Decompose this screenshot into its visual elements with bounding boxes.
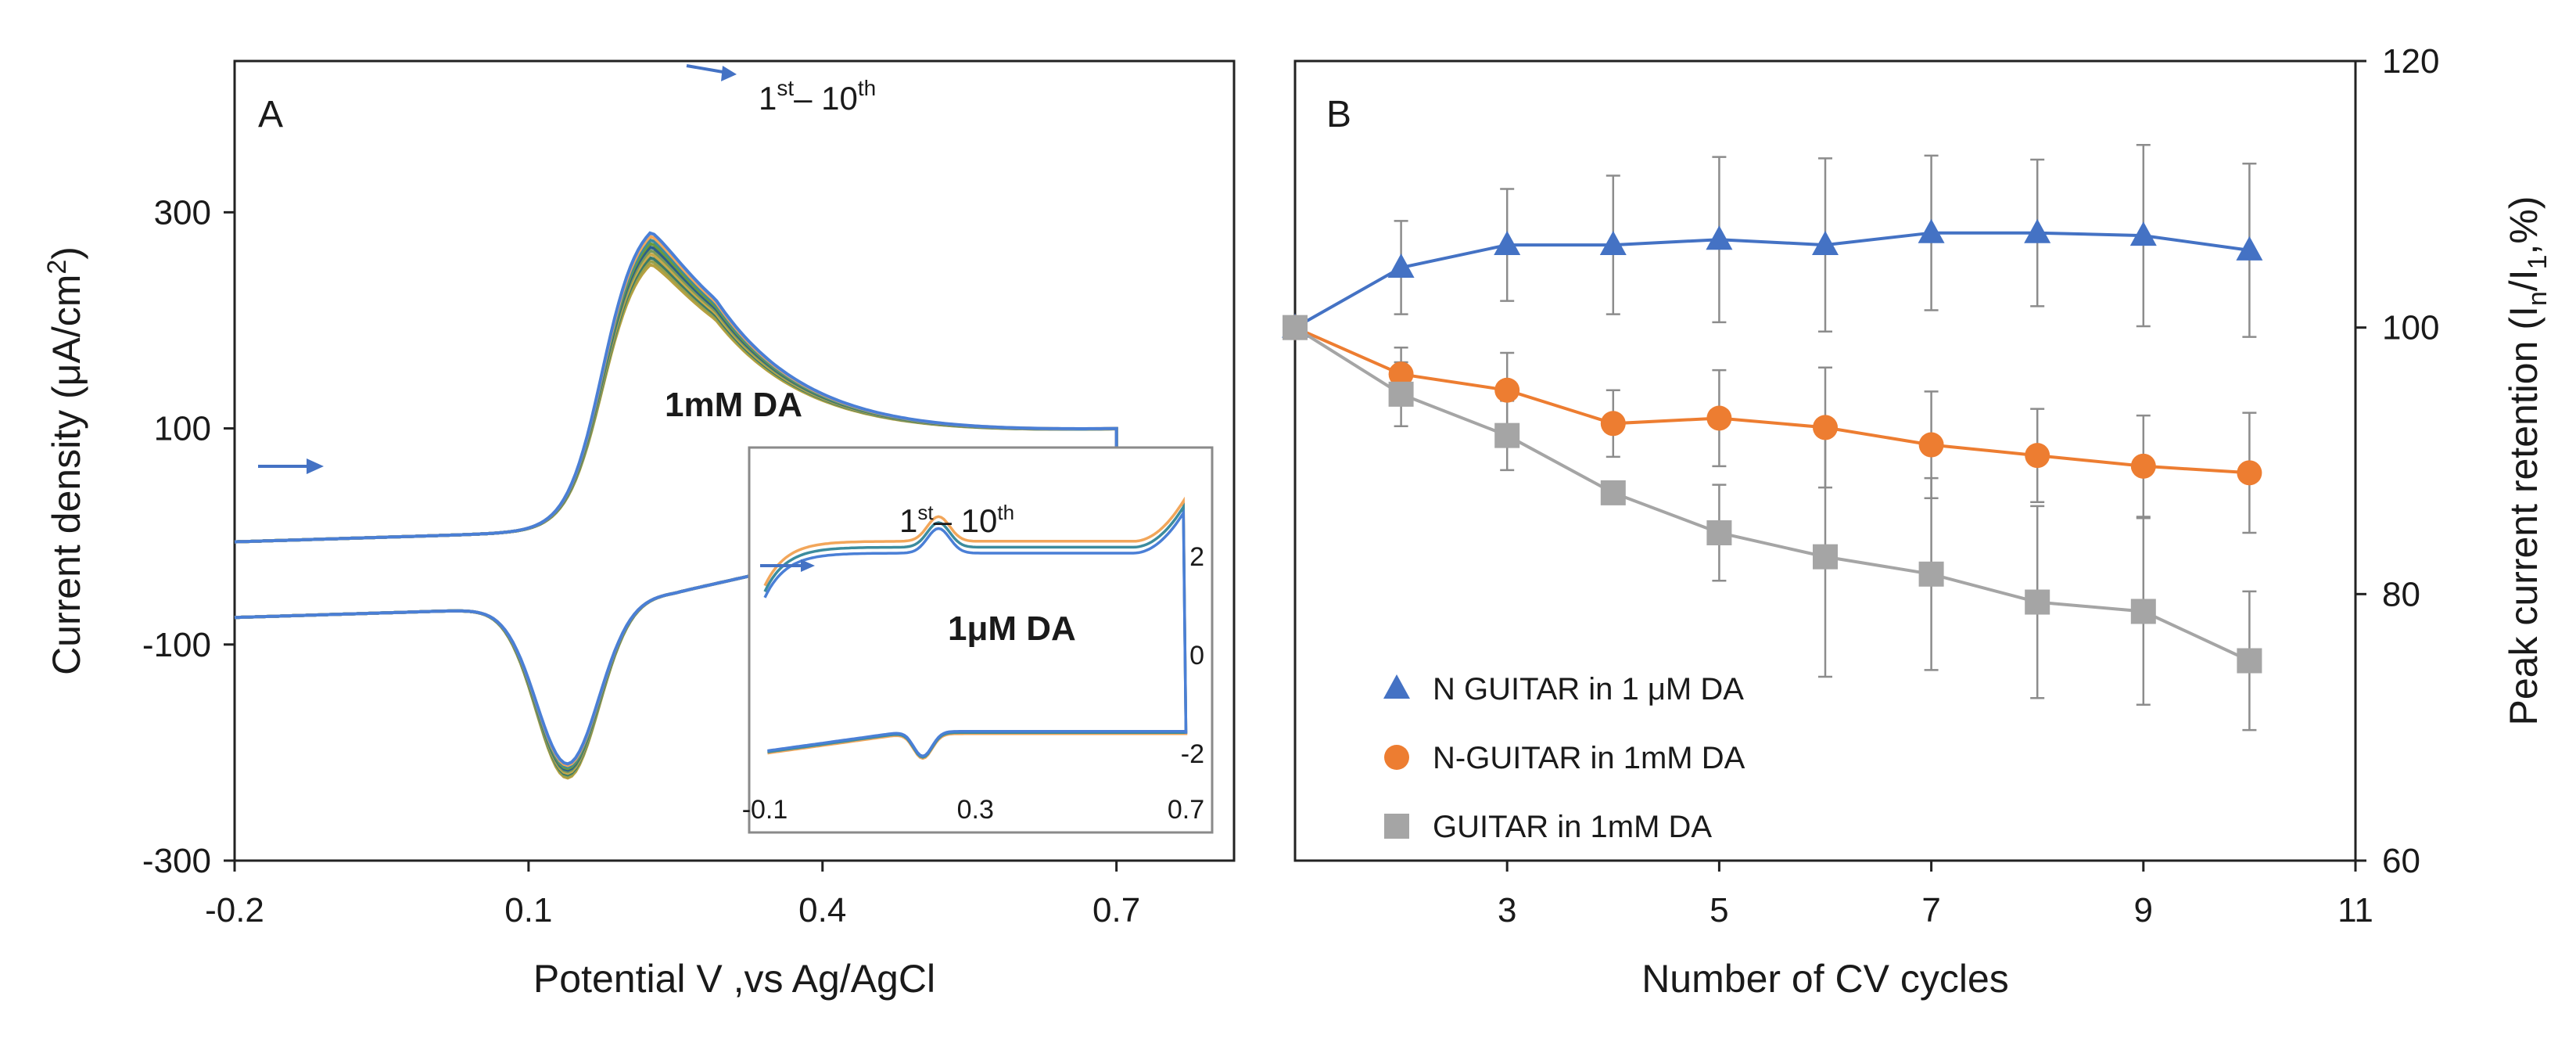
a-y-tick-label: -100 — [142, 626, 211, 664]
a-y-tick-label: 300 — [154, 193, 211, 232]
cycle-direction-arrowhead-icon — [721, 66, 737, 81]
data-point-marker — [1388, 361, 1414, 387]
data-point-marker — [1600, 411, 1626, 437]
inset-y-tick-label: 2 — [1189, 542, 1204, 572]
panel-a-y-ticks: -300 -100 100 300 — [142, 193, 235, 880]
legend-entry-label: N-GUITAR in 1mM DA — [1433, 741, 1745, 775]
panel-b-label: B — [1326, 94, 1351, 135]
inset-x-tick-label: 0.7 — [1168, 795, 1204, 825]
data-point-marker — [2024, 218, 2051, 243]
panel-b-x-ticks: 3 5 7 9 11 — [1498, 861, 2373, 929]
legend-marker — [1383, 674, 1410, 699]
inset-y-tick-label: 0 — [1189, 641, 1204, 670]
inset-x-tick-label: 0.3 — [957, 795, 994, 825]
legend-entry-label: N GUITAR in 1 μM DA — [1433, 672, 1744, 706]
b-x-tick-label: 9 — [2134, 891, 2153, 929]
panel-b-frame — [1293, 59, 2357, 862]
data-point-marker — [2236, 235, 2263, 261]
b-y-tick-label: 100 — [2382, 309, 2439, 347]
inset-y-ticks: 2 0 -2 — [1181, 542, 1204, 769]
b-x-tick-label: 3 — [1498, 891, 1516, 929]
data-point-marker — [1388, 381, 1414, 407]
b-y-tick-label: 80 — [2382, 575, 2420, 613]
data-point-marker — [1706, 405, 1732, 431]
panel-a-frame — [233, 59, 1236, 862]
series-line — [1293, 326, 2251, 663]
inset-cycle-annotation: 1st– 10th — [899, 501, 1014, 539]
scan-direction-arrowhead-icon — [307, 458, 324, 474]
series-line — [1294, 325, 2250, 475]
panel-a-label: A — [258, 94, 283, 135]
data-point-marker — [1918, 561, 1944, 587]
panel-b-y-axis-title: Peak current retention (In/I1,%) — [2502, 196, 2553, 725]
data-point-marker — [1918, 432, 1944, 458]
panel-a-cv-chart: -0.2 0.1 0.4 0.7 -300 -100 100 300 A 1st– 10th… — [42, 59, 1236, 1001]
panel-a-x-axis-title: Potential V ,vs Ag/AgCl — [533, 957, 935, 1001]
panel-b-markers — [1282, 218, 2263, 674]
a-x-tick-label: 0.4 — [798, 891, 846, 929]
panel-b-legend: N GUITAR in 1 μM DA N-GUITAR in 1mM DA GUI… — [1383, 672, 1745, 844]
data-point-marker — [1283, 315, 1308, 340]
data-point-marker — [1813, 544, 1838, 570]
data-point-marker — [1813, 415, 1838, 440]
a-x-tick-label: -0.2 — [205, 891, 264, 929]
inset-scan-arrowhead-icon — [801, 559, 815, 572]
legend-marker — [1384, 814, 1409, 839]
inset-cv-cycle-curve — [763, 509, 1188, 758]
data-point-marker — [1706, 225, 1733, 250]
a-x-tick-label: 0.7 — [1092, 891, 1140, 929]
data-point-marker — [1494, 422, 1520, 448]
panel-a-x-ticks: -0.2 0.1 0.4 0.7 — [205, 861, 1140, 929]
inset-curves — [763, 496, 1188, 760]
legend-marker — [1384, 745, 1409, 770]
data-point-marker — [2130, 453, 2156, 479]
legend-entry-label: GUITAR in 1mM DA — [1433, 810, 1712, 844]
data-point-marker — [1706, 520, 1732, 545]
panel-b-x-axis-title: Number of CV cycles — [1641, 957, 2009, 1001]
inset-y-tick-label: -2 — [1181, 739, 1204, 769]
data-point-marker — [2130, 599, 2156, 624]
data-point-marker — [1599, 231, 1627, 256]
b-x-tick-label: 11 — [2337, 891, 2373, 929]
data-point-marker — [1918, 218, 1945, 243]
b-x-tick-label: 5 — [1710, 891, 1728, 929]
b-y-tick-label: 60 — [2382, 842, 2420, 880]
b-y-tick-label: 120 — [2382, 42, 2439, 81]
data-point-marker — [2237, 460, 2262, 486]
inset-frame — [748, 446, 1214, 834]
data-point-marker — [2025, 589, 2050, 615]
a-y-tick-label: -300 — [142, 842, 211, 880]
data-point-marker — [1600, 480, 1626, 505]
panel-a-concentration-label: 1mM DA — [665, 386, 802, 424]
panel-a-cycle-annotation: 1st– 10th — [759, 76, 876, 117]
inset-x-ticks: -0.1 0.3 0.7 — [742, 795, 1204, 825]
a-y-tick-label: 100 — [154, 410, 211, 448]
data-point-marker — [1812, 231, 1839, 256]
panel-a-y-axis-title: Current density (μA/cm2) — [42, 246, 88, 675]
data-point-marker — [2025, 443, 2050, 469]
panel-b-series-lines — [1293, 231, 2251, 663]
data-point-marker — [1387, 253, 1415, 279]
panel-b-y-ticks: 60 80 100 120 — [2355, 42, 2439, 880]
inset-x-tick-label: -0.1 — [742, 795, 788, 825]
a-x-tick-label: 0.1 — [504, 891, 552, 929]
data-point-marker — [2237, 648, 2262, 674]
data-point-marker — [1494, 377, 1520, 403]
data-point-marker — [1494, 231, 1521, 256]
data-point-marker — [2129, 221, 2157, 246]
series-line — [1294, 231, 2250, 329]
b-x-tick-label: 7 — [1921, 891, 1940, 929]
inset-concentration-label: 1μM DA — [948, 609, 1076, 648]
panel-a-inset-chart: -0.1 0.3 0.7 2 0 -2 1st– 10th 1μM DA — [742, 446, 1214, 834]
